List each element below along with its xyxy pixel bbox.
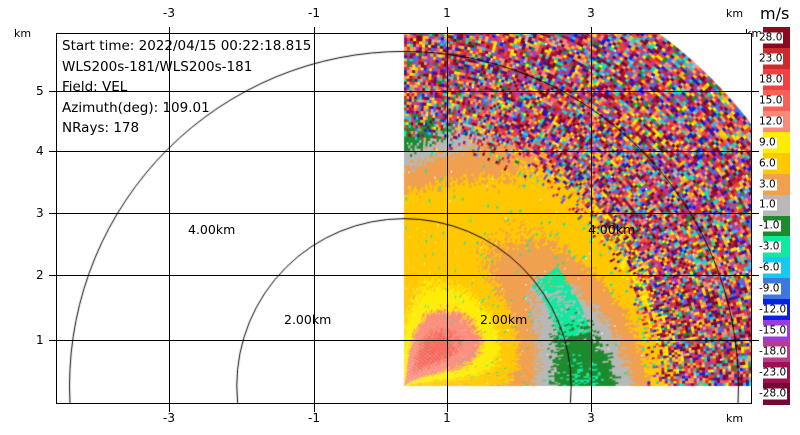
colorbar-tick-8: 1.0 (758, 198, 777, 211)
gridline-horizontal-2 (57, 275, 751, 276)
x-tick-top-0: -3 (163, 6, 175, 20)
x-tick-bottom-0: -3 (163, 411, 175, 425)
colorbar-tick-0: 28.0 (758, 31, 784, 44)
y-tick-left-5: 5 (36, 84, 44, 98)
tickmark-bottom-2 (447, 404, 448, 412)
tickmark-left-5 (49, 91, 56, 92)
meta-line-instrument: WLS200s-181/WLS200s-181 (62, 58, 253, 75)
colorbar-tick-6: 6.0 (758, 157, 777, 170)
tickmark-left-4 (49, 151, 56, 152)
gridline-horizontal-1 (57, 340, 751, 341)
radar-data-sector (57, 34, 751, 403)
gridline-vertical-neg3 (169, 34, 170, 403)
tickmark-bottom-3 (591, 404, 592, 412)
x-tick-top-1: -1 (308, 6, 320, 20)
gridline-horizontal-4 (57, 151, 751, 152)
colorbar-tick-1: 23.0 (758, 52, 784, 65)
colorbar: 28.0 23.0 18.0 15.0 12.0 9.0 6.0 3.0 1.0 -1.0 -3.0… (758, 27, 790, 405)
tickmark-left-2 (49, 275, 56, 276)
colorbar-tick-17: -28.0 (758, 387, 788, 400)
axis-unit-top-left: km (14, 27, 32, 40)
x-tick-bottom-1: -1 (308, 411, 320, 425)
tickmark-left-3 (49, 213, 56, 214)
range-ring-label-4km-left: 4.00km (188, 222, 236, 237)
meta-line-nrays: NRays: 178 (62, 120, 140, 136)
y-tick-left-1: 1 (36, 333, 44, 347)
y-tick-left-3: 3 (36, 206, 44, 220)
tickmark-top-2 (447, 27, 448, 33)
colorbar-tick-4: 12.0 (758, 115, 784, 128)
colorbar-tick-11: -6.0 (758, 261, 781, 274)
range-ring-label-2km-left: 2.00km (284, 312, 332, 327)
tickmark-right-2 (752, 275, 759, 276)
range-ring-label-2km-right: 2.00km (480, 312, 528, 327)
colorbar-unit-label: m/s (760, 4, 790, 23)
tickmark-bottom-0 (169, 404, 170, 412)
tickmark-right-5 (752, 91, 759, 92)
tickmark-right-3 (752, 213, 759, 214)
range-ring-label-4km-right: 4.00km (588, 222, 636, 237)
plot-area (56, 33, 752, 404)
axis-unit-bottom-right: km (726, 412, 744, 425)
tickmark-right-1 (752, 340, 759, 341)
colorbar-tick-5: 9.0 (758, 136, 777, 149)
tickmark-right-4 (752, 151, 759, 152)
colorbar-tick-14: -15.0 (758, 324, 788, 337)
meta-line-start-time: Start time: 2022/04/15 00:22:18.815 (62, 38, 312, 54)
colorbar-tick-10: -3.0 (758, 240, 781, 253)
colorbar-tick-3: 15.0 (758, 94, 784, 107)
x-tick-top-2: 1 (443, 6, 451, 20)
tickmark-bottom-1 (314, 404, 315, 412)
axis-unit-top-right: km (726, 7, 744, 20)
gridline-horizontal-3 (57, 213, 751, 214)
meta-line-field: Field: VEL (62, 79, 128, 95)
colorbar-tick-2: 18.0 (758, 73, 784, 86)
colorbar-tick-16: -23.0 (758, 366, 788, 379)
tickmark-left-1 (49, 340, 56, 341)
tickmark-top-1 (314, 27, 315, 33)
colorbar-tick-12: -9.0 (758, 282, 781, 295)
tickmark-top-0 (169, 27, 170, 33)
colorbar-tick-15: -18.0 (758, 345, 788, 358)
y-tick-left-4: 4 (36, 144, 44, 158)
x-tick-top-3: 3 (587, 6, 595, 20)
y-tick-left-2: 2 (36, 268, 44, 282)
metadata-overlay: Start time: 2022/04/15 00:22:18.815 WLS2… (62, 36, 311, 139)
gridline-vertical-neg1 (314, 34, 315, 403)
gridline-vertical-pos1 (447, 34, 448, 403)
gridline-horizontal-5 (57, 91, 751, 92)
x-tick-bottom-2: 1 (443, 411, 451, 425)
gridline-vertical-pos3 (591, 34, 592, 403)
colorbar-tick-9: -1.0 (758, 219, 781, 232)
colorbar-tick-7: 3.0 (758, 178, 777, 190)
tickmark-top-3 (591, 27, 592, 33)
meta-line-azimuth: Azimuth(deg): 109.01 (62, 99, 210, 116)
colorbar-tick-13: -12.0 (758, 303, 788, 316)
x-tick-bottom-3: 3 (587, 411, 595, 425)
